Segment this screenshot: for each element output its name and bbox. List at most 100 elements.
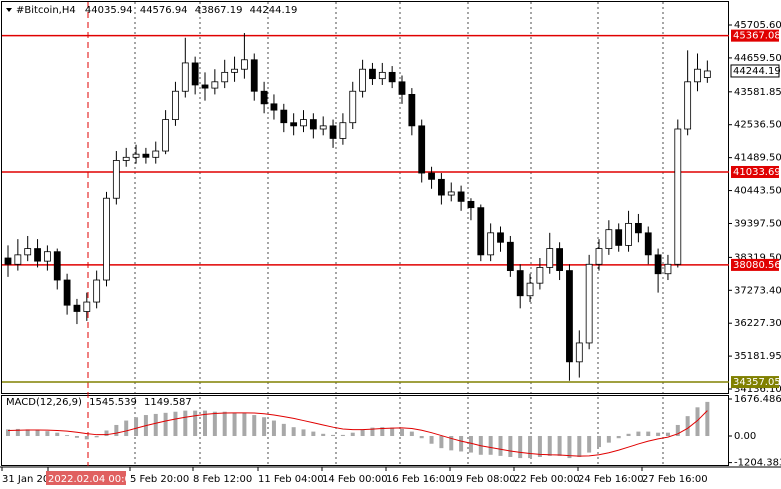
macd-bar bbox=[528, 436, 533, 459]
macd-bar bbox=[547, 436, 552, 456]
macd-bar bbox=[390, 427, 395, 437]
chart-header: #Bitcoin,H4 44035.94 44576.94 43867.19 4… bbox=[16, 5, 297, 16]
candle-body bbox=[329, 125, 337, 139]
macd-panel-border bbox=[1, 395, 729, 466]
macd-bar bbox=[685, 416, 690, 437]
macd-bar bbox=[646, 431, 651, 437]
candle-body bbox=[73, 304, 81, 312]
macd-bar bbox=[597, 436, 601, 448]
level-label: 34357.05 bbox=[733, 377, 781, 388]
candle-body bbox=[664, 263, 672, 275]
macd-bar bbox=[153, 413, 158, 437]
candle-body bbox=[467, 200, 475, 209]
candle-body bbox=[585, 263, 593, 344]
candle-body bbox=[408, 93, 416, 127]
macd-bar bbox=[262, 417, 267, 437]
x-tick-label: 27 Feb 16:00 bbox=[642, 474, 708, 485]
candle-body bbox=[14, 254, 22, 265]
open-value: 44035.94 bbox=[85, 5, 133, 16]
macd-bar bbox=[183, 410, 188, 437]
macd-bar bbox=[340, 434, 345, 437]
candle-body bbox=[181, 62, 189, 92]
macd-bar bbox=[45, 431, 50, 437]
level-label: 41033.69 bbox=[733, 167, 781, 178]
macd-bar bbox=[65, 435, 70, 437]
candle-body bbox=[625, 222, 632, 246]
candle-body bbox=[644, 232, 652, 256]
close-value: 44244.19 bbox=[250, 5, 298, 16]
macd-bar bbox=[459, 436, 464, 452]
macd-bar bbox=[606, 436, 611, 443]
candle-body bbox=[566, 270, 573, 363]
macd-bar bbox=[134, 417, 139, 437]
macd-bar bbox=[370, 427, 375, 437]
candle-body bbox=[103, 197, 110, 281]
macd-bar bbox=[518, 436, 523, 459]
macd-bar bbox=[271, 420, 276, 437]
candle-body bbox=[112, 160, 120, 199]
macd-bar bbox=[567, 436, 572, 459]
macd-bar bbox=[468, 436, 473, 453]
candle-body bbox=[615, 229, 623, 246]
macd-bar bbox=[488, 436, 493, 455]
macd-bar bbox=[636, 431, 641, 437]
candle-body bbox=[319, 125, 327, 130]
price-label: 44244.19 bbox=[733, 66, 781, 77]
candle-body bbox=[447, 191, 455, 196]
candle-body bbox=[359, 68, 367, 92]
macd-header: MACD(12,26,9) 1545.539 1149.587 bbox=[6, 397, 192, 408]
candle-body bbox=[398, 81, 406, 95]
candle-body bbox=[428, 172, 435, 180]
level-label-bg bbox=[731, 29, 779, 42]
macd-bar bbox=[25, 429, 30, 437]
macd-bar bbox=[281, 423, 286, 437]
macd-bar bbox=[242, 412, 247, 437]
macd-bar bbox=[380, 427, 385, 437]
macd-bar bbox=[94, 436, 99, 438]
candle-body bbox=[201, 84, 209, 89]
candle-body bbox=[654, 254, 662, 275]
macd-bar bbox=[656, 432, 661, 437]
candle-body bbox=[152, 150, 160, 158]
candle-body bbox=[526, 282, 534, 297]
macd-bar bbox=[409, 431, 414, 437]
y-tick-label: 38319.50 bbox=[734, 252, 781, 263]
macd-bar bbox=[439, 436, 444, 449]
candle-body bbox=[556, 248, 563, 271]
candle-body bbox=[231, 68, 238, 73]
macd-bar bbox=[114, 424, 119, 437]
x-tick-label: 19 Feb 08:00 bbox=[450, 474, 516, 485]
candle-body bbox=[536, 267, 544, 284]
y-tick-label: 43581.85 bbox=[734, 87, 781, 98]
y-tick-label: 40443.50 bbox=[734, 186, 781, 197]
candle-body bbox=[477, 207, 485, 256]
level-label: 38080.56 bbox=[733, 260, 781, 271]
candle-body bbox=[132, 153, 140, 158]
candle-body bbox=[388, 71, 396, 83]
selected-time-bg bbox=[46, 471, 126, 485]
macd-bar bbox=[508, 436, 513, 457]
macd-value: 1545.539 bbox=[89, 397, 137, 408]
candle-body bbox=[260, 90, 268, 105]
low-value: 43867.19 bbox=[195, 5, 243, 16]
candle-body bbox=[93, 279, 101, 303]
candle-body bbox=[63, 279, 71, 306]
macd-bar bbox=[35, 430, 40, 437]
macd-bar bbox=[173, 411, 178, 437]
menu-triangle[interactable] bbox=[6, 8, 12, 12]
candle-body bbox=[290, 122, 298, 127]
x-tick-label: 22 Feb 00:00 bbox=[514, 474, 580, 485]
candle-body bbox=[635, 222, 642, 234]
candle-body bbox=[83, 301, 91, 312]
candle-body bbox=[142, 153, 150, 158]
macd-bar bbox=[252, 415, 257, 437]
x-tick-label: 11 Feb 04:00 bbox=[258, 474, 324, 485]
candle-body bbox=[703, 70, 711, 78]
candle-body bbox=[595, 248, 603, 265]
macd-y-tick-label: 0.00 bbox=[734, 431, 756, 442]
candle-body bbox=[369, 68, 376, 80]
level-label-bg bbox=[731, 258, 779, 271]
candle-body bbox=[280, 109, 288, 124]
candle-body bbox=[457, 191, 465, 202]
